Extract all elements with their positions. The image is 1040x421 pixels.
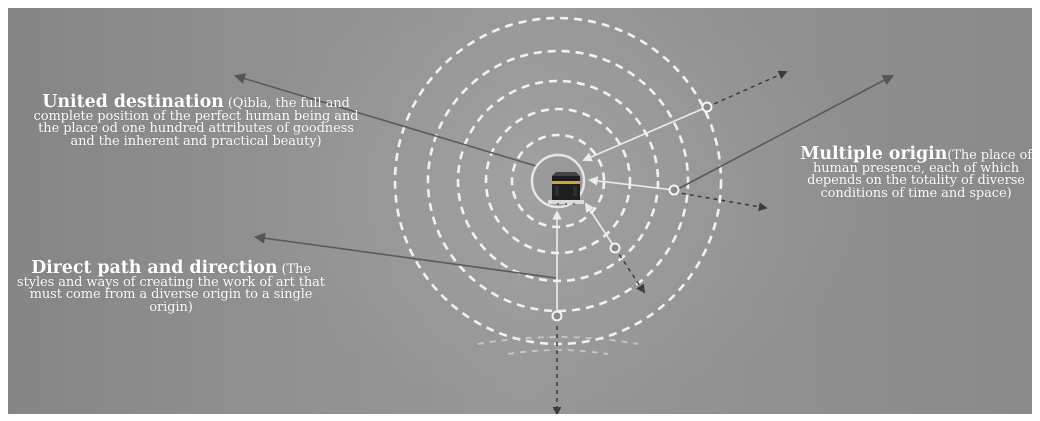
- label-direct-heading: Direct path and direction: [31, 258, 278, 278]
- origin-node-right: [668, 184, 680, 196]
- label-direct-body: (The styles and ways of creating the wor…: [17, 262, 325, 315]
- arrow-multiple: [675, 74, 894, 191]
- dash-arrow-top-right: [706, 70, 788, 108]
- arrow-from-right: [588, 176, 675, 191]
- ring-2: [484, 107, 632, 255]
- label-arrows: [233, 73, 894, 279]
- label-united-heading: United destination: [42, 92, 224, 112]
- lower-faint-arcs: [477, 336, 639, 355]
- outward-dashed-arrows: [552, 70, 788, 414]
- label-united-destination: United destination (Qibla, the full and …: [26, 93, 366, 149]
- arrow-direct: [253, 232, 557, 279]
- concentric-rings: [393, 16, 723, 346]
- origin-node-top-right: [701, 101, 713, 113]
- arrow-united: [233, 73, 557, 173]
- qibla-diagram: [233, 16, 894, 414]
- label-multiple-body: (The place of human presence, each of wh…: [807, 148, 1032, 201]
- origin-nodes: [551, 101, 713, 322]
- arrow-from-top-right: [582, 106, 708, 162]
- arrow-from-lower-right: [584, 202, 616, 249]
- kaaba-icon: [546, 168, 586, 208]
- dash-arrow-lower-right: [614, 247, 645, 294]
- label-multiple-origin: Multiple origin(The place of human prese…: [788, 145, 1032, 201]
- converging-arrows: [552, 106, 708, 314]
- label-direct-path: Direct path and direction (The styles an…: [12, 259, 330, 315]
- ring-3: [456, 79, 660, 283]
- origin-node-lower-right: [609, 242, 621, 254]
- origin-node-bottom: [551, 310, 563, 322]
- ring-outer: [393, 16, 723, 346]
- diagram-panel: United destination (Qibla, the full and …: [8, 8, 1032, 414]
- ring-4: [426, 49, 690, 313]
- label-multiple-heading: Multiple origin: [800, 144, 948, 164]
- label-united-body: (Qibla, the full and complete position o…: [33, 96, 359, 149]
